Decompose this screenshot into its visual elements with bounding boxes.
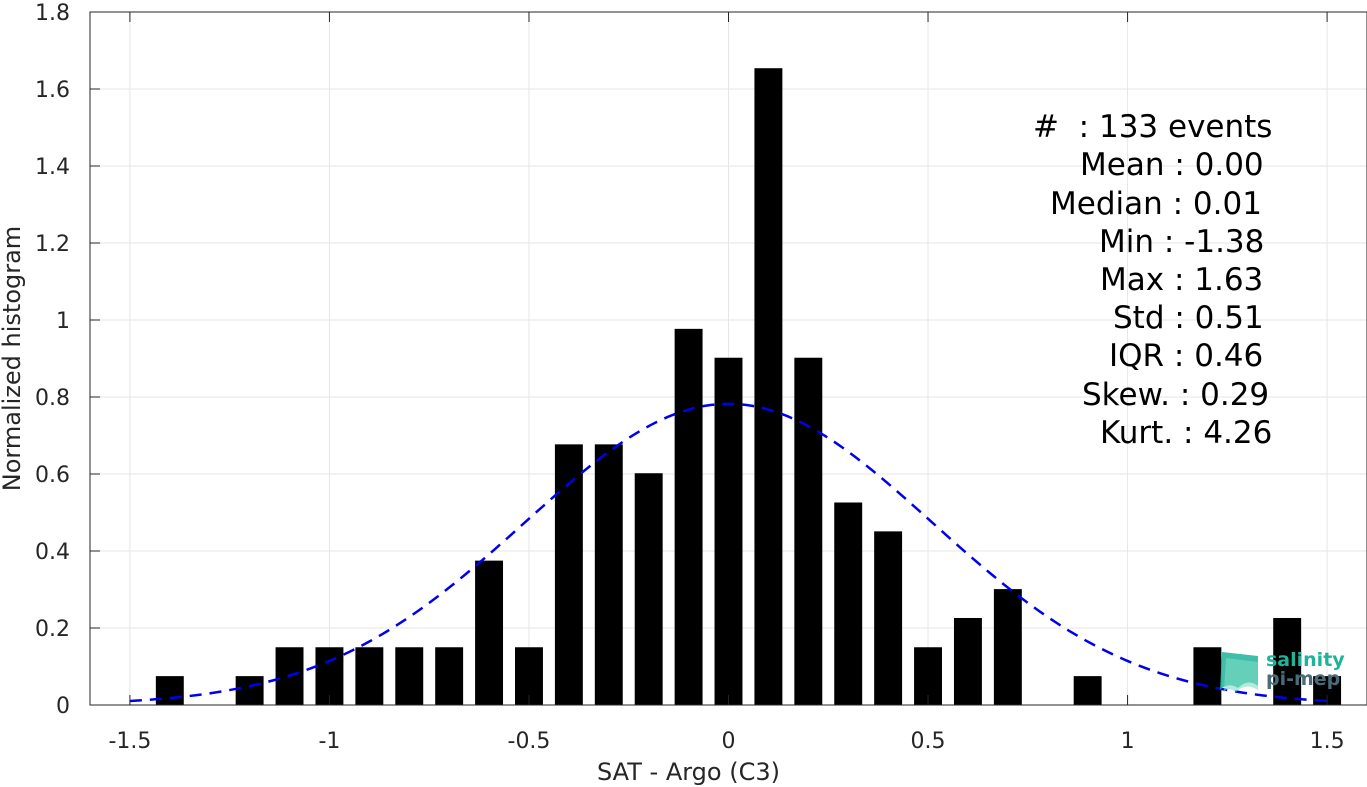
y-axis-label: Normalized histogram [0, 226, 26, 491]
y-tick-label: 1.6 [35, 78, 70, 103]
stat-median: Median : 0.01 [1050, 186, 1262, 222]
histogram-bar [874, 531, 903, 705]
y-tick-label: 1.4 [35, 155, 70, 180]
logo-wave-icon [1220, 652, 1258, 692]
y-tick-label: 0.2 [35, 617, 70, 642]
x-tick-label: 0 [722, 729, 736, 754]
histogram-bar [714, 357, 743, 705]
stat-skew: Skew. : 0.29 [1082, 377, 1270, 413]
histogram-bar [1193, 647, 1222, 705]
histogram-bar [1273, 617, 1302, 705]
histogram-bar [634, 473, 663, 705]
histogram-bar [554, 444, 583, 705]
y-tick-label: 0.8 [35, 386, 70, 411]
histogram-bar [794, 357, 823, 705]
y-axis-ticks: 0 0.2 0.4 0.6 0.8 1 1.2 1.4 1.6 1.8 [35, 1, 100, 719]
x-axis-ticks: -1.5 -1 -0.5 0 0.5 1 1.5 [108, 12, 1345, 754]
logo-text-salinity: salinity [1266, 649, 1345, 671]
salinity-pimep-logo: salinity pi-mep [1218, 646, 1348, 694]
x-tick-label: 0.5 [911, 729, 946, 754]
stat-min: Min : -1.38 [1099, 224, 1265, 260]
x-tick-label: 1 [1121, 729, 1135, 754]
stat-kurt: Kurt. : 4.26 [1100, 415, 1273, 451]
histogram-bar [155, 676, 184, 705]
y-tick-label: 1.8 [35, 1, 70, 26]
histogram-bar [674, 328, 703, 705]
histogram-bar [594, 444, 623, 705]
stat-iqr: IQR : 0.46 [1109, 338, 1264, 374]
histogram-bar [953, 617, 982, 705]
histogram-bar [475, 560, 504, 705]
logo-text-pimep: pi-mep [1266, 668, 1341, 690]
x-tick-label: -0.5 [508, 729, 551, 754]
histogram-bar [1073, 676, 1102, 705]
x-tick-label: -1 [318, 729, 340, 754]
histogram-bar [395, 647, 424, 705]
stat-events: # : 133 events [1033, 109, 1273, 145]
x-axis-label: SAT - Argo (C3) [597, 758, 780, 786]
x-tick-label: 1.5 [1310, 729, 1345, 754]
y-tick-label: 0.6 [35, 463, 70, 488]
y-tick-label: 0.4 [35, 540, 70, 565]
bars-group [155, 68, 1342, 705]
y-tick-label: 1.2 [35, 232, 70, 257]
stat-std: Std : 0.51 [1113, 300, 1264, 336]
histogram-bar [754, 68, 783, 705]
normal-fit-curve [129, 402, 1328, 703]
histogram-bar [355, 647, 384, 705]
x-tick-label: -1.5 [108, 729, 151, 754]
stat-max: Max : 1.63 [1100, 262, 1264, 298]
histogram-bar [993, 589, 1022, 705]
histogram-bar [235, 676, 264, 705]
y-tick-label: 1 [56, 309, 70, 334]
y-tick-label: 0 [56, 694, 70, 719]
stat-mean: Mean : 0.00 [1080, 147, 1264, 183]
histogram-bar [435, 647, 464, 705]
histogram-bar [834, 502, 863, 705]
